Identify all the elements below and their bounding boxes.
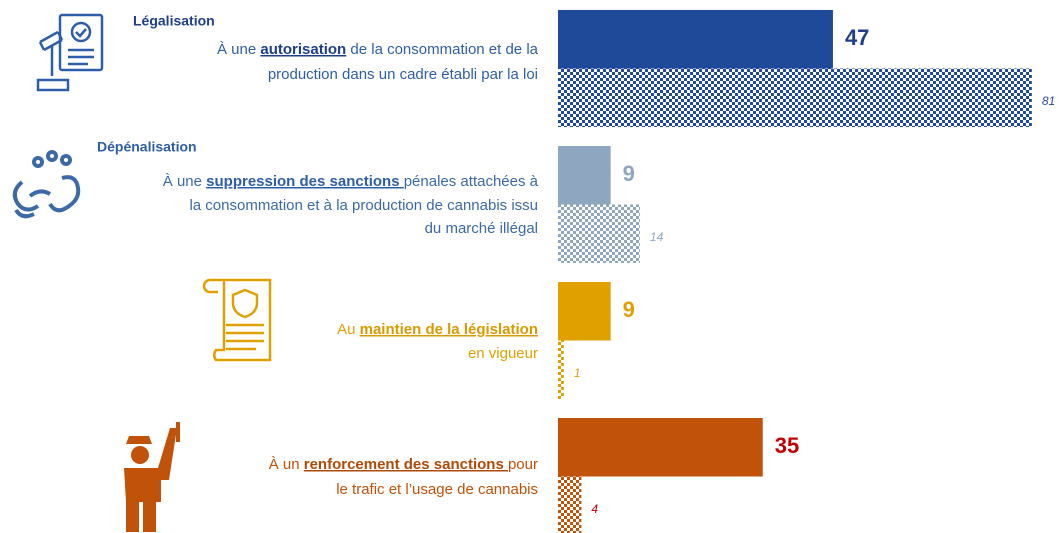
label-segment: le trafic et l’usage de cannabis — [336, 481, 538, 498]
label-segment: À une — [163, 173, 206, 190]
category-title: Légalisation — [133, 13, 215, 29]
bar — [558, 68, 1032, 127]
value-label: 35 — [775, 433, 799, 458]
label-segment: Au — [337, 321, 360, 338]
scroll-shield-icon — [202, 278, 272, 362]
category-label: Au maintien de la législation — [337, 321, 538, 338]
label-segment: pénales attachées à — [404, 173, 539, 190]
value-label: 14 — [650, 230, 664, 244]
category-label: en vigueur — [468, 345, 538, 362]
label-segment: la consommation et à la production de ca… — [189, 197, 538, 214]
label-segment: maintien de la législation — [360, 321, 538, 338]
bar — [558, 340, 564, 399]
bar — [558, 282, 611, 341]
label-segment: en vigueur — [468, 345, 538, 362]
category-title: Dépénalisation — [97, 139, 197, 155]
police-officer-icon — [124, 422, 180, 532]
label-segment: du marché illégal — [425, 220, 538, 237]
gavel-document-icon — [36, 13, 104, 92]
label-segment: production dans un cadre établi par la l… — [268, 66, 538, 83]
label-segment: pour — [508, 456, 538, 473]
value-label: 81 — [1042, 94, 1055, 108]
category-label: le trafic et l’usage de cannabis — [336, 481, 538, 498]
value-label: 9 — [623, 161, 635, 186]
category-label: À une suppression des sanctions pénales … — [163, 173, 539, 190]
bar — [558, 10, 833, 69]
category-label: À un renforcement des sanctions pour — [269, 456, 538, 473]
label-segment: suppression des sanctions — [206, 173, 404, 190]
label-segment: À un — [269, 456, 304, 473]
category-label: À une autorisation de la consommation et… — [217, 41, 539, 58]
category-label: du marché illégal — [425, 220, 538, 237]
label-segment: de la consommation et de la — [346, 41, 538, 58]
bar — [558, 146, 611, 205]
category-label: production dans un cadre établi par la l… — [268, 66, 538, 83]
bar — [558, 418, 763, 477]
label-segment: autorisation — [260, 41, 346, 58]
value-label: 47 — [845, 25, 869, 50]
value-label: 1 — [574, 366, 581, 380]
label-segment: À une — [217, 41, 260, 58]
broken-chain-icon — [12, 150, 81, 219]
category-label: la consommation et à la production de ca… — [189, 197, 538, 214]
label-segment: renforcement des sanctions — [304, 456, 508, 473]
value-label: 4 — [591, 502, 598, 516]
value-label: 9 — [623, 297, 635, 322]
bar — [558, 204, 640, 263]
bar — [558, 476, 582, 533]
